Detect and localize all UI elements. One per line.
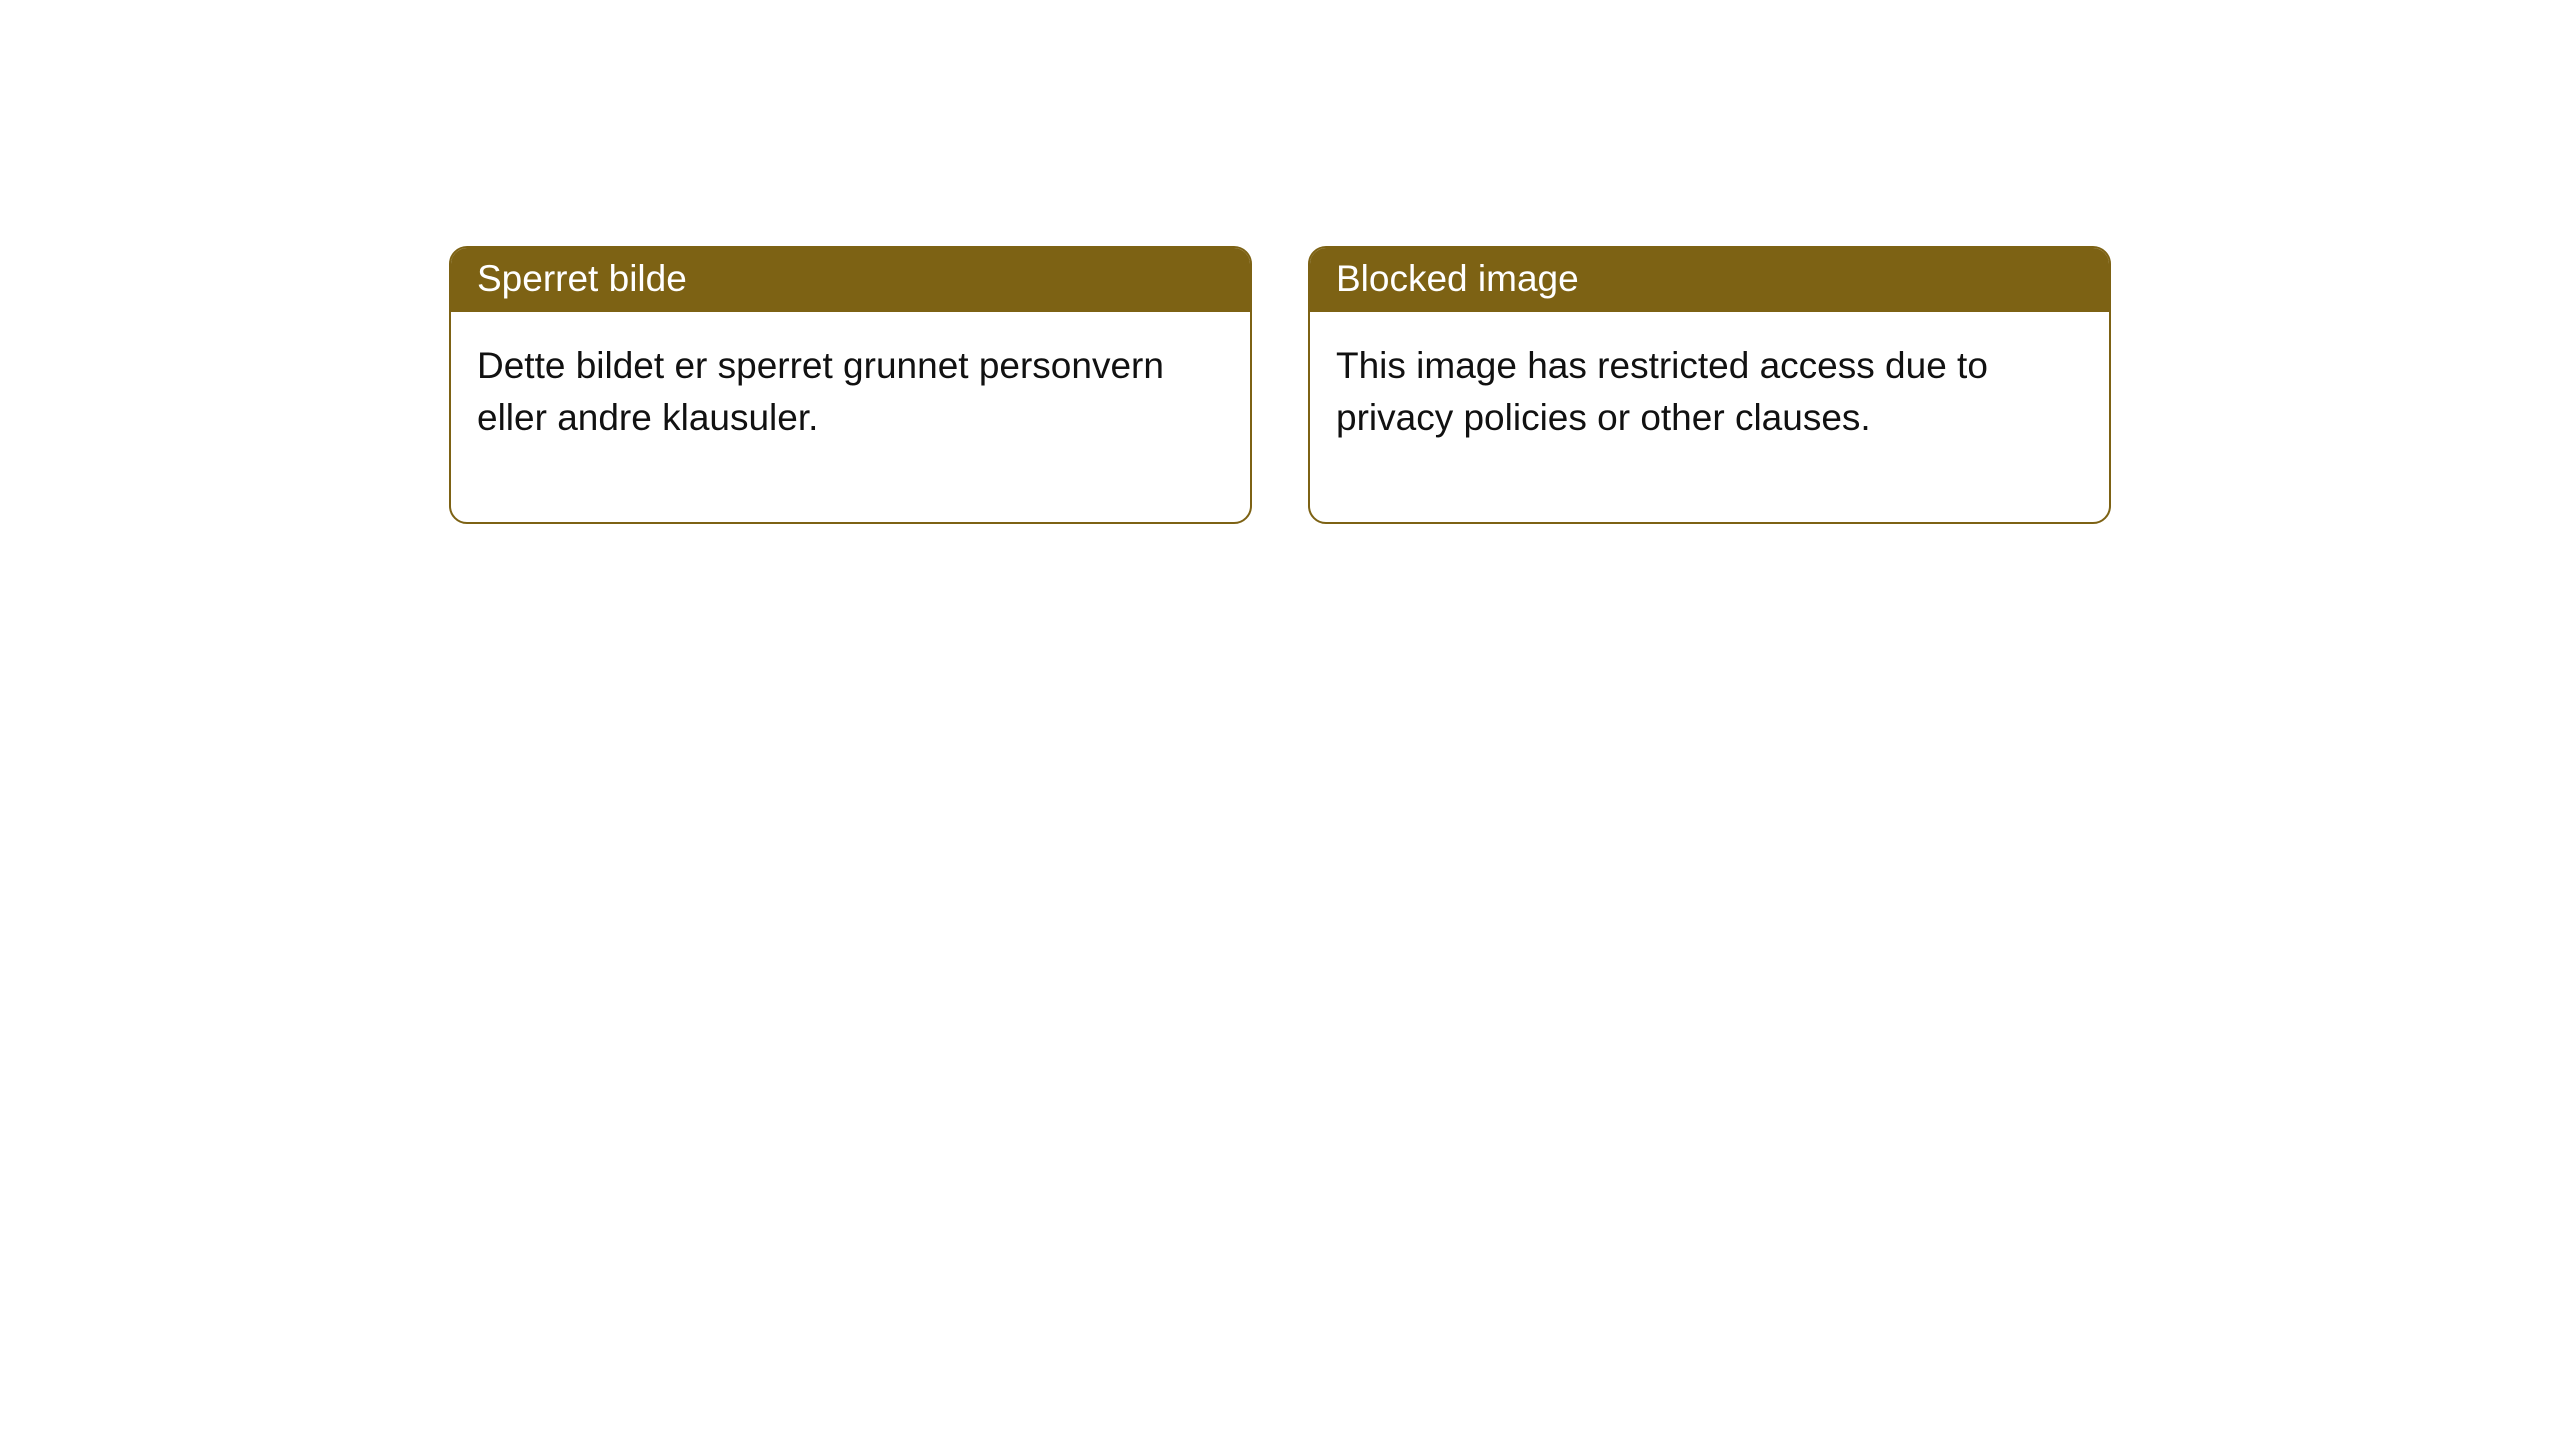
card-header: Blocked image [1310,248,2109,312]
notice-card-no: Sperret bilde Dette bildet er sperret gr… [449,246,1252,524]
notice-cards-container: Sperret bilde Dette bildet er sperret gr… [0,0,2560,524]
card-body: Dette bildet er sperret grunnet personve… [451,312,1250,522]
notice-card-en: Blocked image This image has restricted … [1308,246,2111,524]
card-header: Sperret bilde [451,248,1250,312]
card-body: This image has restricted access due to … [1310,312,2109,522]
